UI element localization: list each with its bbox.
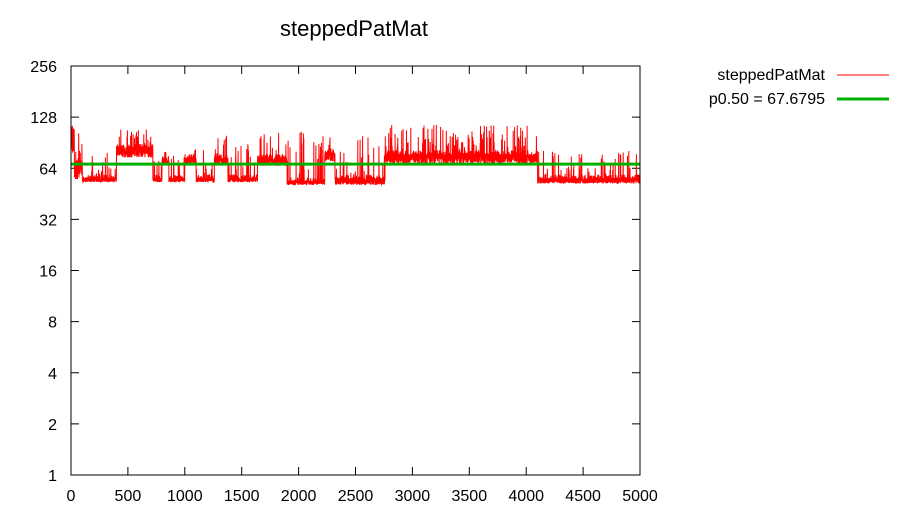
y-tick-label: 64: [39, 161, 57, 178]
x-tick-label: 5000: [622, 488, 658, 505]
legend: steppedPatMat p0.50 = 67.6795: [709, 67, 889, 108]
x-tick-label: 1000: [167, 488, 203, 505]
y-tick-label: 2: [48, 417, 57, 434]
legend-label-median: p0.50 = 67.6795: [709, 91, 825, 108]
x-axis: 0 500 1000 1500 2000 2500 3000 3500 4000 4500 5000: [67, 66, 658, 505]
x-tick-label: 500: [115, 488, 142, 505]
y-tick-label: 128: [30, 110, 57, 127]
y-tick-label: 16: [39, 264, 57, 281]
legend-label-steppedPatMat: steppedPatMat: [717, 67, 825, 84]
y-tick-label: 256: [30, 59, 57, 76]
plot-area: [70, 124, 641, 187]
chart-title: steppedPatMat: [280, 16, 428, 41]
series-line-steppedPatMat: [70, 124, 641, 187]
y-axis: 1 2 4 8 16 32 64 128 256: [30, 59, 640, 485]
x-tick-label: 4500: [565, 488, 601, 505]
x-tick-label: 4000: [508, 488, 544, 505]
x-tick-label: 3000: [395, 488, 431, 505]
x-tick-label: 2000: [281, 488, 317, 505]
x-tick-label: 1500: [224, 488, 260, 505]
y-tick-label: 1: [48, 468, 57, 485]
x-tick-label: 2500: [338, 488, 374, 505]
y-tick-label: 8: [48, 315, 57, 332]
y-tick-label: 32: [39, 212, 57, 229]
y-tick-label: 4: [48, 366, 57, 383]
plot-frame: [70, 65, 641, 476]
x-tick-label: 3500: [452, 488, 488, 505]
x-tick-label: 0: [67, 488, 76, 505]
